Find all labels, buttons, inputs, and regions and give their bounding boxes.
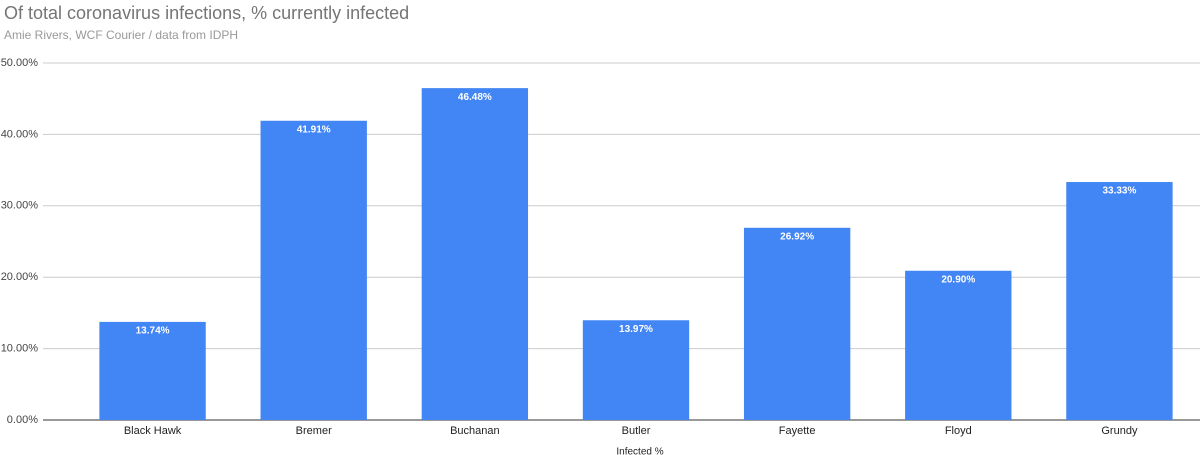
y-tick-label: 40.00%: [1, 128, 39, 140]
y-tick-label: 50.00%: [1, 57, 39, 69]
value-label: 13.97%: [619, 324, 653, 335]
bar: [582, 320, 690, 420]
value-label: 33.33%: [1102, 186, 1136, 197]
y-tick-label: 0.00%: [7, 414, 38, 426]
bar: [260, 120, 367, 420]
y-tick-label: 10.00%: [1, 343, 39, 355]
x-tick-label: Butler: [622, 425, 651, 437]
y-tick-label: 20.00%: [1, 271, 39, 283]
value-label: 13.74%: [136, 326, 170, 337]
x-tick-label: Bremer: [296, 425, 332, 437]
value-label: 41.91%: [297, 124, 331, 135]
x-axis-label: Infected %: [616, 447, 663, 455]
bar: [743, 227, 851, 420]
y-tick-label: 30.00%: [1, 200, 39, 212]
bar: [99, 321, 206, 420]
value-label: 20.90%: [941, 274, 975, 285]
chart-subtitle: Amie Rivers, WCF Courier / data from IDP…: [4, 28, 238, 42]
x-tick-label: Black Hawk: [124, 425, 182, 437]
chart-title: Of total coronavirus infections, % curre…: [4, 3, 409, 23]
bar: [905, 270, 1012, 420]
x-tick-label: Buchanan: [450, 425, 500, 437]
x-tick-label: Fayette: [779, 425, 816, 437]
x-tick-label: Floyd: [945, 425, 972, 437]
x-tick-label: Grundy: [1101, 425, 1138, 437]
bar: [421, 88, 529, 420]
value-label: 46.48%: [458, 92, 492, 103]
value-label: 26.92%: [780, 231, 814, 242]
bar: [1066, 182, 1173, 420]
